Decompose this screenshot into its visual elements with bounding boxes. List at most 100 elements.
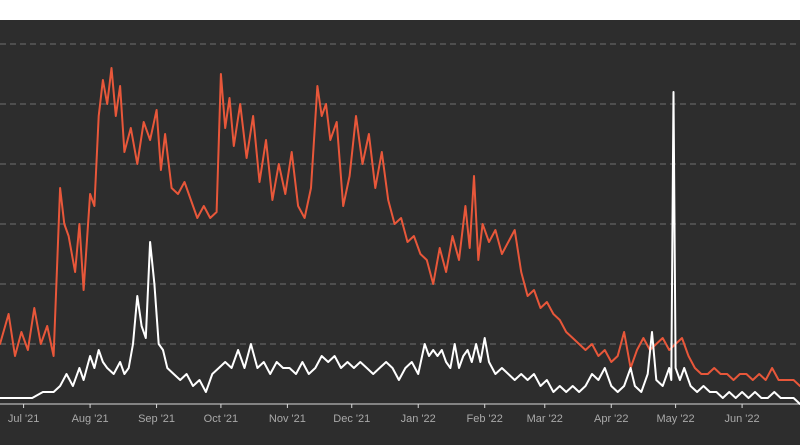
data-point xyxy=(284,193,286,195)
data-point xyxy=(494,229,496,231)
data-point xyxy=(106,103,108,105)
data-point xyxy=(780,397,782,399)
data-point xyxy=(162,349,164,351)
data-point xyxy=(604,349,606,351)
data-point xyxy=(342,205,344,207)
data-point xyxy=(696,391,698,393)
data-point xyxy=(53,391,55,393)
data-point xyxy=(617,391,619,393)
data-point xyxy=(771,367,773,369)
data-point xyxy=(454,343,456,345)
data-point xyxy=(722,397,724,399)
data-point xyxy=(59,187,61,189)
data-point xyxy=(462,355,464,357)
data-point xyxy=(477,259,479,261)
data-point xyxy=(374,187,376,189)
series-2 xyxy=(0,91,800,405)
data-point xyxy=(224,361,226,363)
data-point xyxy=(316,85,318,87)
data-point xyxy=(662,385,664,387)
data-point xyxy=(258,181,261,183)
data-point xyxy=(394,223,396,225)
data-point xyxy=(484,337,486,339)
data-point xyxy=(145,337,147,339)
data-point xyxy=(765,379,767,381)
x-tick-label: Dec '21 xyxy=(333,413,370,425)
data-point xyxy=(501,367,503,369)
data-point xyxy=(623,331,625,333)
data-point xyxy=(507,241,509,243)
data-point xyxy=(361,163,364,165)
data-point xyxy=(10,397,12,399)
data-point xyxy=(192,385,194,387)
data-point xyxy=(417,373,419,375)
data-point xyxy=(132,343,134,345)
data-point xyxy=(565,391,567,393)
data-point xyxy=(198,379,201,381)
data-point xyxy=(325,103,327,105)
data-point xyxy=(720,373,722,375)
data-point xyxy=(314,367,316,369)
x-tick-label: May '22 xyxy=(657,413,695,425)
data-point xyxy=(233,145,235,147)
data-point xyxy=(732,379,735,381)
data-point xyxy=(156,109,158,111)
data-point xyxy=(702,385,705,387)
data-point xyxy=(158,343,160,345)
data-point xyxy=(304,217,306,219)
data-point xyxy=(372,373,374,375)
data-point xyxy=(327,361,329,363)
data-point xyxy=(432,349,434,351)
data-point xyxy=(640,391,642,393)
data-point xyxy=(14,355,16,357)
data-point xyxy=(353,367,355,369)
data-point xyxy=(355,115,357,117)
data-point xyxy=(173,373,175,375)
data-point xyxy=(93,205,95,207)
data-point xyxy=(439,247,441,249)
data-point xyxy=(252,115,254,117)
data-point xyxy=(340,367,342,369)
data-point xyxy=(713,367,715,369)
data-point xyxy=(78,223,80,225)
x-tick-label: Aug '21 xyxy=(72,413,109,425)
data-point xyxy=(488,361,490,363)
data-point xyxy=(46,325,48,327)
data-point xyxy=(436,355,439,357)
data-point xyxy=(102,361,104,363)
data-point xyxy=(636,349,638,351)
data-point xyxy=(211,373,213,375)
data-point xyxy=(672,91,675,93)
data-point xyxy=(366,367,368,369)
series-layer xyxy=(0,67,800,405)
x-tick-label: Jul '21 xyxy=(8,413,39,425)
data-point xyxy=(793,379,795,381)
data-point xyxy=(72,385,74,387)
data-point xyxy=(668,367,670,369)
data-point xyxy=(471,361,473,363)
data-point xyxy=(426,259,428,261)
data-point xyxy=(102,79,104,81)
data-point xyxy=(183,181,186,183)
data-point xyxy=(83,379,85,381)
data-point xyxy=(419,253,421,255)
data-point xyxy=(584,349,587,351)
data-point xyxy=(53,355,55,357)
data-point xyxy=(662,337,664,339)
data-point xyxy=(381,151,383,153)
data-point xyxy=(149,241,151,243)
data-point xyxy=(546,379,548,381)
data-point xyxy=(250,343,252,345)
data-point xyxy=(441,349,443,351)
x-tick-label: Oct '21 xyxy=(204,413,239,425)
data-point xyxy=(271,199,273,201)
data-point xyxy=(520,373,522,375)
data-point xyxy=(572,385,574,387)
data-point xyxy=(467,349,469,351)
data-point xyxy=(40,343,42,345)
data-point xyxy=(475,343,477,345)
data-point xyxy=(160,169,162,171)
series-1 xyxy=(0,67,800,387)
series-line xyxy=(0,67,800,387)
data-point xyxy=(679,379,681,381)
